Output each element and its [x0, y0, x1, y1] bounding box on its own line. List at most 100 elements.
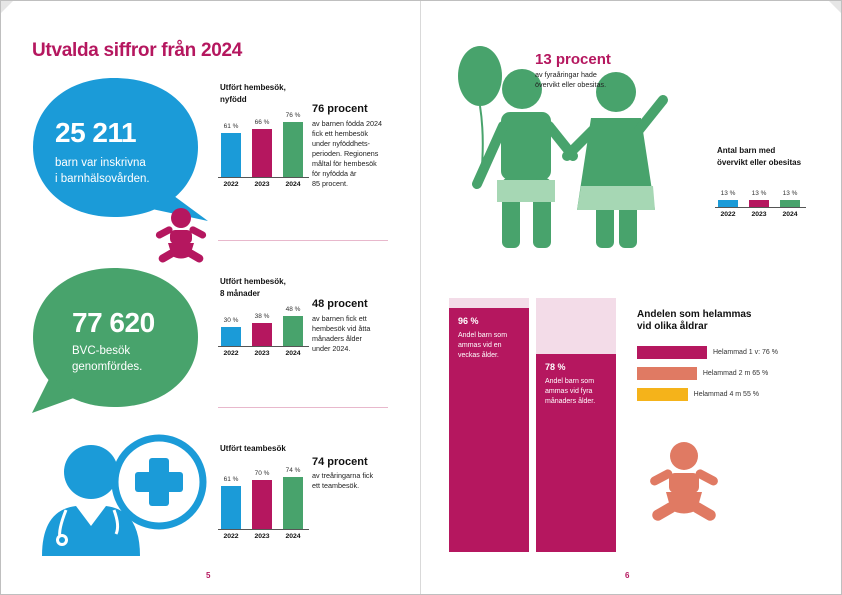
- bar-value-label: 61 %: [223, 476, 239, 484]
- bar-year-label: 2023: [751, 211, 767, 218]
- chart1-line: av barnen födda 2024: [312, 119, 382, 128]
- overweight-chart-plot: 13 % 2022 13 % 2023 13 % 2024: [715, 168, 806, 221]
- registered-number: 25 211: [55, 117, 137, 148]
- exclusive-bar-label: Helammad 2 m 65 %: [702, 370, 769, 377]
- bar-2022: [221, 486, 241, 529]
- bar-2022: [718, 199, 738, 207]
- bar-value-label: 13 %: [720, 189, 736, 197]
- bar-year-label: 2024: [285, 533, 301, 540]
- bar-2024: [283, 122, 303, 177]
- registered-text-2: i barnhälsovården.: [55, 173, 150, 185]
- bar-value-label: 38 %: [254, 312, 270, 320]
- overweight-text-1: av fyraåringar hade: [535, 70, 597, 79]
- bf-column-fill: [536, 353, 616, 552]
- bar-2022: [221, 132, 241, 177]
- chart1-line: perioden. Regionens: [312, 149, 379, 158]
- registered-text-1: barn var inskrivna: [55, 157, 146, 169]
- bubble-bvc-visits: 77 620 BVC-besök genomfördes.: [30, 265, 210, 415]
- bar-2023: [252, 322, 272, 346]
- chart2-line: under 2024.: [312, 344, 351, 353]
- bar-year-label: 2023: [254, 350, 270, 357]
- baby-icon: [152, 206, 210, 270]
- bf-column-text: veckas ålder.: [458, 352, 499, 360]
- overweight-chart-title-1: Antal barn med: [717, 146, 776, 155]
- exclusive-bar: [637, 346, 707, 359]
- breastfeeding-columns: 96 % Andel barn som ammas vid en veckas åld…: [449, 298, 629, 552]
- chart3-headline: 74 procent: [312, 456, 368, 468]
- doctor-icon: [36, 430, 211, 560]
- chart2-line: av barnen fick ett: [312, 314, 367, 323]
- bar-year-label: 2022: [223, 181, 239, 188]
- bar-2022: [221, 327, 241, 346]
- chart3-plot: 61 % 2022 70 % 2023 74 % 2024: [218, 455, 309, 543]
- chart1-title-2: nyfödd: [220, 95, 247, 104]
- baby-icon: [647, 440, 721, 532]
- bvc-number: 77 620: [72, 307, 155, 338]
- bar-value-label: 61 %: [223, 122, 239, 130]
- bar-value-label: 30 %: [223, 317, 239, 325]
- bf-column-text: ammas vid en: [458, 342, 502, 350]
- bf-column-value: 78 %: [545, 361, 566, 372]
- exclusive-bar: [637, 367, 697, 380]
- chart-axis: [218, 529, 309, 530]
- exclusive-bars: Helammad 1 v: 76 % Helammad 2 m 65 % Helam…: [637, 346, 837, 412]
- bar-value-label: 48 %: [285, 306, 301, 314]
- chart1-line: under nyföddhets-: [312, 139, 370, 148]
- right-page: 13 procent av fyraåringar hade övervikt …: [421, 0, 842, 595]
- exclusive-bar-label: Helammad 4 m 55 %: [693, 391, 760, 398]
- bvc-text-2: genomfördes.: [72, 361, 143, 373]
- bar-year-label: 2024: [782, 211, 798, 218]
- bf-column-text: Andel barn som: [458, 332, 508, 340]
- bar-year-label: 2022: [720, 211, 736, 218]
- bar-year-label: 2024: [285, 350, 301, 357]
- overweight-text-2: övervikt eller obesitas.: [535, 80, 607, 89]
- exclusive-title: Andelen som helammas vid olika åldrar: [637, 309, 751, 333]
- bar-2024: [283, 476, 303, 529]
- exclusive-bar-label: Helammad 1 v: 76 %: [713, 349, 778, 356]
- bar-year-label: 2024: [285, 181, 301, 188]
- bar-year-label: 2022: [223, 533, 239, 540]
- exclusive-title-1: Andelen som helammas: [637, 309, 752, 320]
- chart3-line: av treåringarna fick: [312, 471, 374, 480]
- chart1-line: måltal för hembesök: [312, 159, 377, 168]
- page-curl: [0, 0, 14, 14]
- chart-axis: [218, 177, 309, 178]
- bar-value-label: 13 %: [751, 189, 767, 197]
- bar-year-label: 2023: [254, 533, 270, 540]
- bubble-children-registered: 25 211 barn var inskrivna i barnhälsovår…: [30, 75, 210, 225]
- bar-value-label: 74 %: [285, 466, 301, 474]
- bf-column-text: månaders ålder.: [545, 397, 596, 405]
- chart1-headline: 76 procent: [312, 103, 368, 115]
- page-title: Utvalda siffror från 2024: [32, 40, 243, 61]
- bar-value-label: 66 %: [254, 119, 270, 127]
- chart1-line: 85 procent.: [312, 179, 348, 188]
- exclusive-title-2: vid olika åldrar: [637, 321, 708, 332]
- bar-year-label: 2022: [223, 350, 239, 357]
- chart3-title-1: Utfört teambesök: [220, 444, 286, 453]
- chart-axis: [715, 207, 806, 208]
- overweight-chart-title-2: övervikt eller obesitas: [717, 158, 802, 167]
- boy-shorts: [497, 180, 555, 202]
- bar-2023: [749, 199, 769, 207]
- exclusive-bar: [637, 388, 688, 401]
- chart3-body: av treåringarna fick ett teambesök.: [312, 471, 373, 491]
- bar-2024: [283, 316, 303, 346]
- chart2-plot: 30 % 2022 38 % 2023 48 % 2024: [218, 300, 309, 360]
- chart1-title-1: Utfört hembesök,: [220, 83, 286, 92]
- left-page: Utvalda siffror från 2024 25 211 barn va…: [30, 0, 421, 595]
- overweight-headline: 13 procent: [535, 51, 611, 68]
- chart1-plot: 61 % 2022 66 % 2023 76 % 2024: [218, 100, 309, 191]
- page-number: 6: [625, 571, 630, 580]
- medical-cross-icon: [111, 434, 207, 530]
- chart2-line: hembesök vid åtta: [312, 324, 371, 333]
- speech-bubble-green: [32, 268, 198, 413]
- girl-icon: [562, 72, 668, 248]
- page-number: 5: [206, 571, 211, 580]
- chart-axis: [218, 346, 309, 347]
- bar-year-label: 2023: [254, 181, 270, 188]
- chart1-line: för nyfödda är: [312, 169, 357, 178]
- bar-2023: [252, 479, 272, 529]
- bar-value-label: 76 %: [285, 112, 301, 120]
- chart3-line: ett teambesök.: [312, 481, 360, 490]
- chart2-title-1: Utfört hembesök,: [220, 277, 286, 286]
